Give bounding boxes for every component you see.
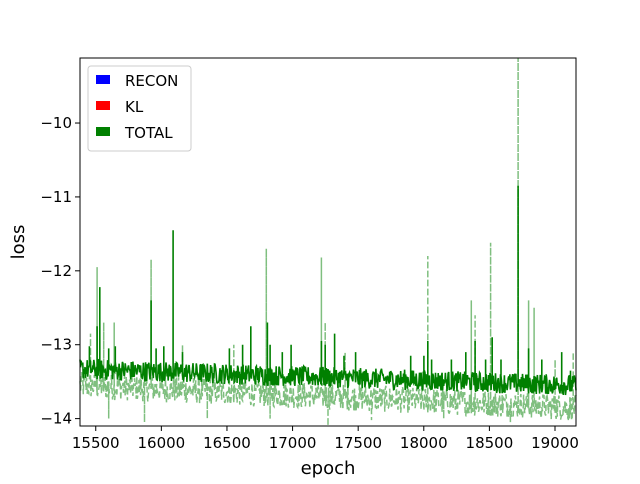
legend: RECON KL TOTAL [87, 65, 192, 152]
y-tick-label: −10 [40, 114, 72, 132]
series-line-2 [79, 185, 577, 396]
legend-swatch-recon [96, 75, 110, 84]
y-tick-label: −14 [40, 410, 72, 428]
legend-swatch-kl [96, 101, 110, 110]
legend-frame [87, 65, 192, 152]
x-axis-label: epoch [301, 458, 356, 479]
x-tick-label: 18000 [400, 434, 448, 452]
x-tick-label: 18500 [466, 434, 514, 452]
y-tick-label: −12 [40, 262, 72, 280]
y-tick-label: −11 [40, 188, 72, 206]
x-tick-label: 15500 [72, 434, 120, 452]
legend-label-kl: KL [125, 98, 144, 116]
x-tick-label: 17500 [334, 434, 382, 452]
x-tick-label: 16500 [203, 434, 251, 452]
plot-frame [79, 57, 577, 427]
legend-swatch-total [96, 127, 110, 136]
x-tick-label: 19000 [531, 434, 579, 452]
x-tick-label: 17000 [269, 434, 317, 452]
legend-label-recon: RECON [125, 72, 178, 90]
legend-label-total: TOTAL [124, 124, 173, 142]
series-layer [79, 58, 577, 426]
series-line-3 [79, 58, 577, 426]
x-axis-ticks: 15500 16000 16500 17000 17500 18000 18500 19000 [72, 426, 579, 452]
y-tick-label: −13 [40, 336, 72, 354]
y-axis-label: loss [8, 225, 29, 260]
x-tick-label: 16000 [137, 434, 185, 452]
y-axis-ticks: −14 −13 −12 −11 −10 [40, 114, 80, 428]
